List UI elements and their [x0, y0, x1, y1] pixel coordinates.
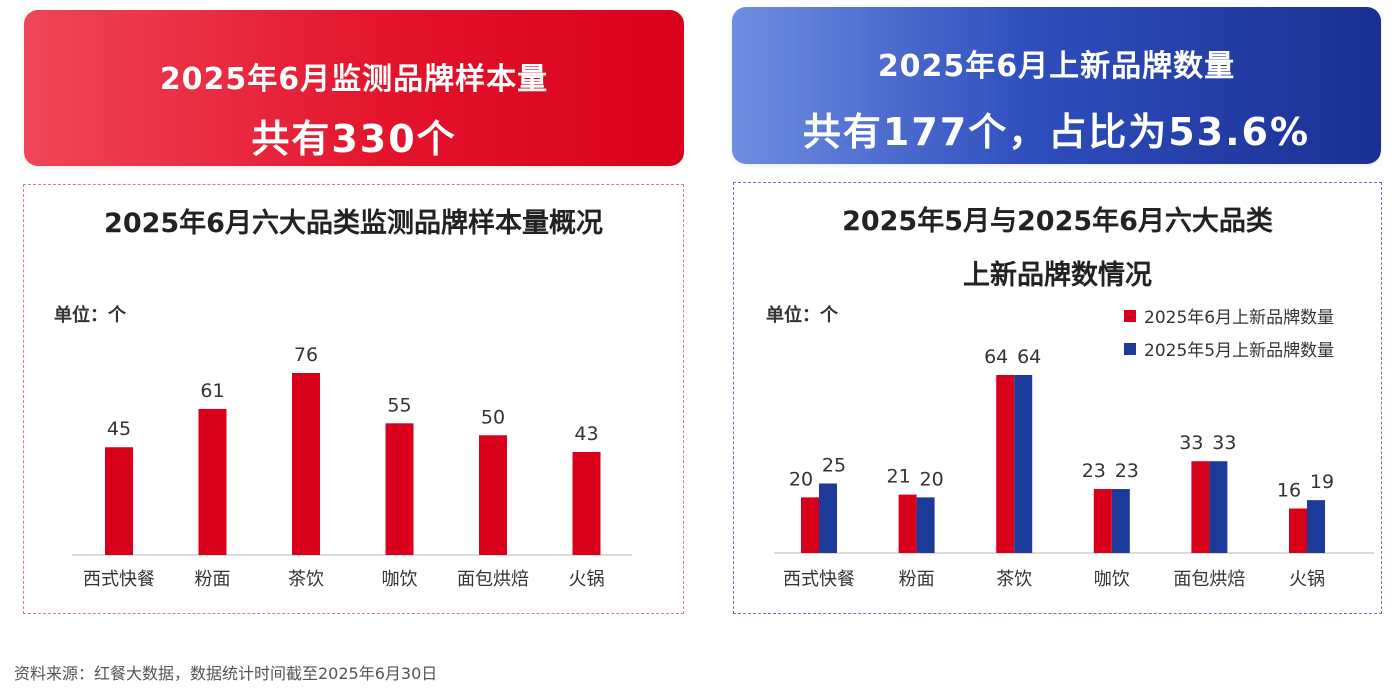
- bar-1-1: [916, 497, 935, 553]
- legend-label-may: 2025年5月上新品牌数量: [1144, 341, 1335, 361]
- data-label-1-4: 33: [1212, 432, 1236, 454]
- bar-0-2: [996, 375, 1015, 553]
- new-brands-chart-unit: 单位：个: [766, 305, 838, 326]
- x-tick-label-4: 面包烘焙: [457, 569, 529, 590]
- legend-swatch-june: [1124, 309, 1136, 322]
- legend-swatch-may: [1124, 342, 1136, 355]
- bar-0-0: [801, 497, 819, 553]
- data-source-note: 资料来源：红餐大数据，数据统计时间截至2025年6月30日: [14, 664, 438, 683]
- bar-5: [572, 452, 601, 555]
- bar-1-5: [1307, 500, 1325, 553]
- x-tick-label-3: 咖饮: [1094, 569, 1130, 590]
- data-label-1-5: 19: [1310, 471, 1334, 493]
- new-brands-chart-title-line1: 2025年5月与2025年6月六大品类: [842, 206, 1273, 237]
- sample-size-chart-unit: 单位：个: [54, 305, 126, 326]
- data-label-0-0: 20: [789, 468, 813, 490]
- data-label-3: 55: [387, 394, 411, 416]
- x-tick-label-2: 茶饮: [996, 569, 1032, 590]
- new-brands-banner-title: 2025年6月上新品牌数量: [877, 49, 1236, 84]
- x-tick-label-3: 咖饮: [382, 569, 418, 590]
- bar-0: [105, 447, 133, 555]
- x-tick-label-4: 面包烘焙: [1173, 569, 1245, 590]
- x-tick-label-5: 火锅: [1289, 569, 1325, 590]
- legend-item-june: 2025年6月上新品牌数量: [1124, 303, 1334, 328]
- bar-1-0: [819, 483, 837, 553]
- x-tick-label-1: 粉面: [899, 569, 935, 590]
- bar-0-1: [898, 494, 917, 553]
- sample-size-banner: 2025年6月监测品牌样本量 共有330个: [24, 10, 684, 166]
- sample-size-chart-panel: 2025年6月六大品类监测品牌样本量概况 单位：个 45 西式快餐 61 粉面 76 茶饮…: [23, 184, 684, 614]
- x-tick-label-5: 火锅: [569, 569, 605, 590]
- data-label-1-2: 64: [1017, 346, 1041, 368]
- bar-0-4: [1191, 461, 1210, 553]
- data-label-1-0: 25: [822, 454, 846, 476]
- bar-1-4: [1209, 461, 1228, 553]
- data-label-2: 76: [294, 344, 318, 366]
- bar-2: [292, 373, 320, 555]
- legend-label-june: 2025年6月上新品牌数量: [1144, 308, 1335, 328]
- bar-4: [479, 435, 507, 555]
- data-label-4: 50: [481, 406, 505, 428]
- sample-size-banner-title: 2025年6月监测品牌样本量: [159, 62, 549, 97]
- new-brands-chart-panel: 2025年5月与2025年6月六大品类 上新品牌数情况 单位：个 2025年6月…: [733, 182, 1382, 614]
- sample-size-banner-value: 共有330个: [251, 117, 457, 161]
- bar-0-3: [1093, 489, 1112, 553]
- data-label-1-3: 23: [1115, 460, 1139, 482]
- data-label-0: 45: [107, 418, 131, 440]
- bar-1-3: [1111, 489, 1130, 553]
- sample-size-bar-chart: 45 西式快餐 61 粉面 76 茶饮 55 咖饮 50 面包烘焙 43 火锅: [72, 344, 632, 590]
- bar-0-5: [1289, 508, 1307, 553]
- data-label-0-3: 23: [1082, 460, 1106, 482]
- bar-1: [198, 408, 227, 555]
- new-brands-bar-chart: 20 25 西式快餐 21 20 粉面 64 64 茶饮 23 23 咖饮 33 33 面包烘焙 16 19 火锅: [774, 346, 1374, 590]
- data-label-0-1: 21: [887, 466, 911, 488]
- new-brands-banner-value: 共有177个，占比为53.6%: [802, 110, 1311, 154]
- data-label-0-2: 64: [984, 346, 1008, 368]
- x-tick-label-0: 西式快餐: [83, 569, 155, 590]
- bar-1-2: [1014, 375, 1033, 553]
- data-label-1-1: 20: [920, 468, 944, 490]
- x-tick-label-2: 茶饮: [288, 569, 324, 590]
- data-label-0-4: 33: [1179, 432, 1203, 454]
- data-label-5: 43: [574, 423, 598, 445]
- sample-size-chart-title: 2025年6月六大品类监测品牌样本量概况: [104, 208, 603, 239]
- bar-3: [385, 423, 414, 555]
- new-brands-chart-title-line2: 上新品牌数情况: [963, 260, 1152, 291]
- x-tick-label-0: 西式快餐: [783, 569, 855, 590]
- legend-item-may: 2025年5月上新品牌数量: [1124, 336, 1334, 361]
- data-label-0-5: 16: [1277, 480, 1301, 502]
- new-brands-banner: 2025年6月上新品牌数量 共有177个，占比为53.6%: [732, 7, 1381, 164]
- data-label-1: 61: [200, 380, 224, 402]
- x-tick-label-1: 粉面: [195, 569, 231, 590]
